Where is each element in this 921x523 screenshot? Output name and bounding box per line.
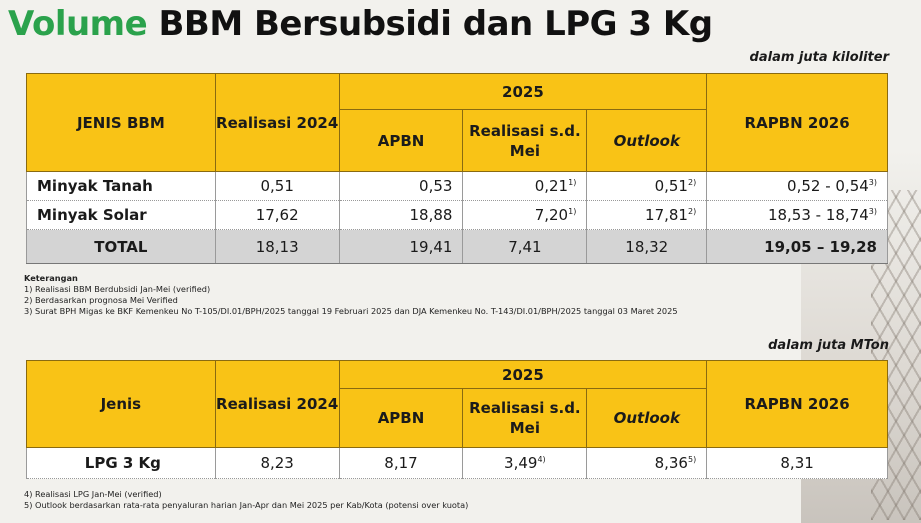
note-item: 5) Outlook berdasarkan rata-rata penyalu… [24, 500, 469, 510]
header-2025: 2025 [338, 360, 708, 389]
footnote-ref: 1) [568, 178, 577, 187]
header-realisasi-2024: Realisasi 2024 [214, 360, 340, 448]
header-outlook: Outlook [586, 109, 708, 172]
cell-rapbn: 0,52 - 0,543) [706, 171, 888, 201]
page-title: Volume BBM Bersubsidi dan LPG 3 Kg [8, 0, 713, 48]
footnote-ref: 1) [568, 207, 577, 216]
cell-outlook: 0,512) [586, 171, 708, 201]
header-apbn: APBN [338, 388, 464, 448]
total-row: TOTAL 18,13 19,41 7,41 18,32 19,05 – 19,… [26, 229, 888, 264]
total-outlook: 18,32 [586, 229, 708, 264]
header-realisasi-sd-mei: Realisasi s.d. Mei [462, 388, 588, 448]
header-jenis: Jenis [26, 360, 216, 448]
cell-apbn: 0,53 [338, 171, 464, 201]
bbm-notes: Keterangan 1) Realisasi BBM Berdubsidi J… [24, 273, 678, 317]
cell-apbn: 18,88 [338, 200, 464, 230]
header-2025: 2025 [338, 73, 708, 110]
total-label: TOTAL [26, 229, 216, 264]
cell-realisasi-2024: 17,62 [214, 200, 340, 230]
cell-rapbn: 8,31 [706, 447, 888, 479]
lpg-table: Jenis Realisasi 2024 2025 RAPBN 2026 APB… [26, 360, 888, 479]
footnote-ref: 5) [687, 455, 697, 464]
cell-realisasi-sd-mei: 7,201) [462, 200, 588, 230]
header-jenis-bbm: JENIS BBM [26, 73, 216, 172]
footnote-ref: 2) [687, 178, 697, 187]
row-name: Minyak Tanah [26, 171, 216, 201]
lpg-unit-label: dalam juta MTon [768, 338, 889, 353]
cell-realisasi-2024: 0,51 [214, 171, 340, 201]
table-row: LPG 3 Kg 8,23 8,17 3,494) 8,365) 8,31 [26, 447, 888, 479]
cell-realisasi-2024: 8,23 [214, 447, 340, 479]
row-name: LPG 3 Kg [26, 447, 216, 479]
total-realisasi-2024: 18,13 [214, 229, 340, 264]
bbm-table: JENIS BBM Realisasi 2024 2025 RAPBN 2026… [26, 73, 888, 264]
footnote-ref: 4) [537, 455, 546, 464]
lpg-notes: 4) Realisasi LPG Jan-Mei (verified) 5) O… [24, 489, 468, 511]
bbm-unit-label: dalam juta kiloliter [749, 50, 889, 65]
note-item: 2) Berdasarkan prognosa Mei Verified [24, 295, 178, 305]
total-rapbn: 19,05 – 19,28 [706, 229, 888, 264]
table-row: Minyak Solar 17,62 18,88 7,201) 17,812) … [26, 200, 888, 230]
title-main: BBM Bersubsidi dan LPG 3 Kg [158, 4, 714, 44]
cell-outlook: 8,365) [586, 447, 708, 479]
cell-rapbn: 18,53 - 18,743) [706, 200, 888, 230]
row-name: Minyak Solar [26, 200, 216, 230]
cell-realisasi-sd-mei: 0,211) [462, 171, 588, 201]
header-outlook: Outlook [586, 388, 708, 448]
total-apbn: 19,41 [338, 229, 464, 264]
total-realisasi-sd-mei: 7,41 [462, 229, 588, 264]
header-rapbn-2026: RAPBN 2026 [706, 73, 888, 172]
footnote-ref: 3) [868, 178, 877, 187]
header-rapbn-2026: RAPBN 2026 [706, 360, 888, 448]
note-item: 4) Realisasi LPG Jan-Mei (verified) [24, 489, 162, 499]
header-realisasi-2024: Realisasi 2024 [214, 73, 340, 172]
note-item: 1) Realisasi BBM Berdubsidi Jan-Mei (ver… [24, 284, 211, 294]
cell-apbn: 8,17 [338, 447, 464, 479]
table-row: Minyak Tanah 0,51 0,53 0,211) 0,512) 0,5… [26, 171, 888, 201]
notes-header: Keterangan [24, 273, 78, 283]
header-apbn: APBN [338, 109, 464, 172]
footnote-ref: 2) [687, 207, 697, 216]
title-accent: Volume [8, 4, 148, 44]
cell-realisasi-sd-mei: 3,494) [462, 447, 588, 479]
note-item: 3) Surat BPH Migas ke BKF Kemenkeu No T-… [24, 306, 678, 316]
cell-outlook: 17,812) [586, 200, 708, 230]
footnote-ref: 3) [868, 207, 877, 216]
header-realisasi-sd-mei: Realisasi s.d. Mei [462, 109, 588, 172]
